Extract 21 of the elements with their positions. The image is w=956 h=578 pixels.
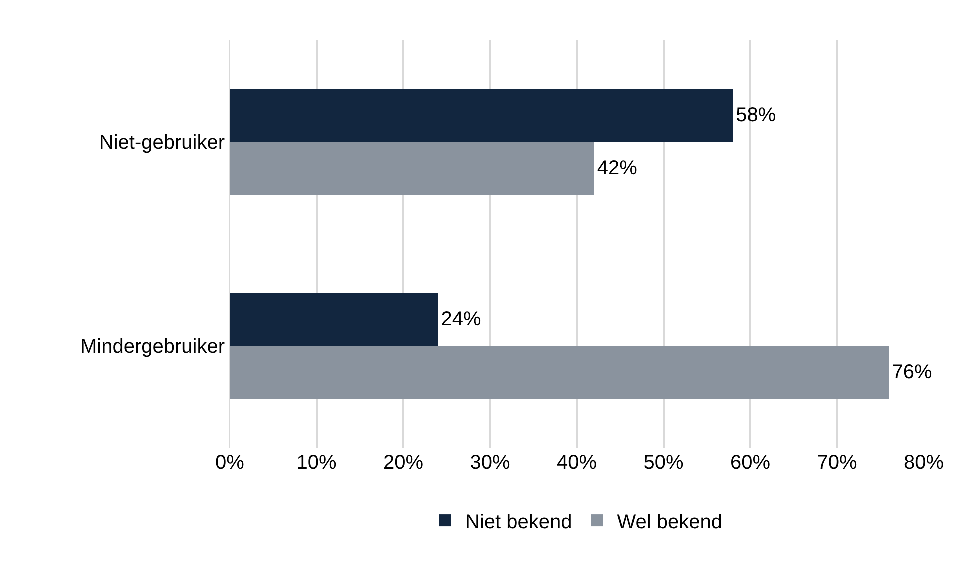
- data-label: 58%: [736, 104, 776, 126]
- x-tick-label: 60%: [730, 452, 771, 474]
- data-label: 24%: [441, 308, 482, 330]
- x-tick-label: 0%: [216, 452, 245, 474]
- data-label: 42%: [597, 158, 638, 180]
- legend-label: Niet bekend: [466, 511, 572, 534]
- x-tick-label: 40%: [556, 452, 598, 474]
- x-tick-label: 10%: [296, 452, 337, 474]
- legend-label: Wel bekend: [617, 511, 723, 534]
- x-tick-label: 70%: [817, 452, 858, 474]
- y-tick-label: Niet-gebruiker: [99, 132, 226, 154]
- data-label: 76%: [892, 362, 933, 384]
- bar: [230, 292, 438, 346]
- x-tick-label: 30%: [470, 452, 510, 474]
- x-tick-label: 80%: [904, 452, 944, 474]
- x-tick-label: 50%: [644, 452, 684, 474]
- bar: [230, 88, 734, 142]
- bar: [230, 142, 594, 196]
- y-tick-label: Mindergebruiker: [80, 336, 226, 358]
- bar: [230, 346, 890, 400]
- x-tick-label: 20%: [383, 452, 424, 474]
